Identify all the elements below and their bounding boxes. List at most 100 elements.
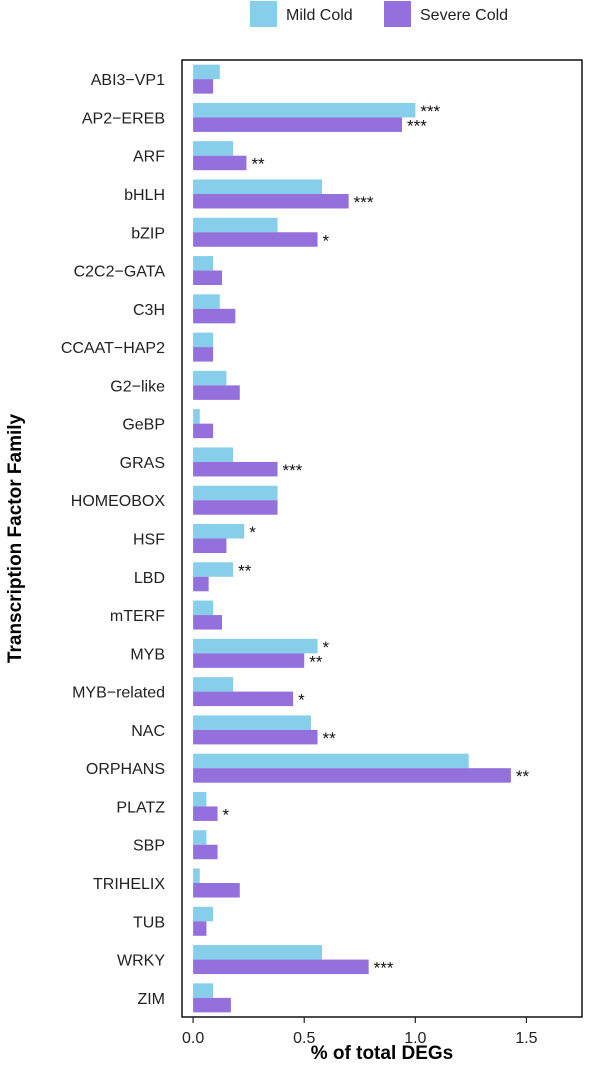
bar-mild-cold-zim: [193, 983, 214, 998]
legend-label-mild-cold: Mild Cold: [286, 7, 353, 24]
bar-severe-cold-gebp: [193, 423, 214, 439]
category-label-arf: ARF: [133, 149, 165, 166]
significance-layer: ******************************: [223, 102, 530, 978]
bar-severe-cold-tub: [193, 921, 207, 936]
bar-mild-cold-nac: [193, 715, 311, 730]
bar-mild-cold-hsf: [193, 524, 245, 539]
category-label-abi3-vp1: ABI3−VP1: [91, 72, 165, 89]
bar-mild-cold-tub: [193, 906, 214, 922]
category-label-orphans: ORPHANS: [86, 761, 165, 778]
significance-severe-cold-arf: **: [251, 155, 265, 174]
y-axis-categories: ABI3−VP1 AP2−EREB ARF bHLH bZIP C2C2−GATA C3H C…: [61, 72, 166, 1008]
category-label-bhlh: bHLH: [124, 187, 165, 204]
category-label-platz: PLATZ: [116, 799, 165, 816]
bar-severe-cold-abi3-vp1: [193, 79, 214, 94]
significance-severe-cold-ap2-ereb: ***: [407, 116, 427, 135]
bar-severe-cold-gras: [193, 461, 278, 477]
bar-severe-cold-bzip: [193, 232, 318, 247]
category-label-g2-like: G2−like: [110, 378, 165, 395]
bar-severe-cold-g2-like: [193, 385, 240, 400]
significance-severe-cold-myb-related: *: [298, 691, 305, 710]
category-label-wrky: WRKY: [117, 953, 165, 970]
category-label-c3h: C3H: [133, 302, 165, 319]
bar-severe-cold-myb-related: [193, 691, 294, 707]
bars-layer: [193, 64, 511, 1013]
significance-severe-cold-wrky: ***: [374, 959, 394, 978]
legend-swatch-severe-cold: [384, 1, 411, 27]
x-axis-ticks: 0.0 0.5 1.0 1.5: [182, 1017, 538, 1047]
bar-severe-cold-nac: [193, 729, 318, 745]
category-label-bzip: bZIP: [131, 225, 165, 242]
x-axis-title: % of total DEGs: [311, 1043, 454, 1064]
y-axis-title: Transcription Factor Family: [5, 413, 26, 663]
bar-mild-cold-myb: [193, 638, 318, 654]
category-label-mterf: mTERF: [110, 608, 165, 625]
category-label-tub: TUB: [133, 914, 165, 931]
bar-mild-cold-orphans: [193, 753, 469, 769]
bar-severe-cold-arf: [193, 155, 247, 171]
significance-mild-cold-lbd: **: [238, 561, 252, 580]
bar-severe-cold-c2c2-gata: [193, 270, 222, 286]
significance-severe-cold-bzip: *: [323, 231, 330, 250]
bar-mild-cold-lbd: [193, 562, 234, 577]
bar-severe-cold-sbp: [193, 844, 218, 860]
bar-mild-cold-trihelix: [193, 868, 200, 884]
bar-mild-cold-gebp: [193, 409, 200, 424]
bar-severe-cold-zim: [193, 997, 231, 1013]
legend-swatch-mild-cold: [250, 1, 277, 27]
bar-severe-cold-bhlh: [193, 193, 349, 209]
bar-mild-cold-abi3-vp1: [193, 64, 220, 80]
category-label-hsf: HSF: [133, 532, 165, 549]
bar-mild-cold-ccaat-hap2: [193, 332, 214, 348]
category-label-nac: NAC: [131, 723, 165, 740]
x-tick-label-0: 0.0: [182, 1030, 204, 1047]
bar-severe-cold-homeobox: [193, 500, 278, 515]
x-tick-label-3: 1.5: [515, 1030, 537, 1047]
bar-mild-cold-bzip: [193, 217, 278, 233]
bar-mild-cold-mterf: [193, 600, 214, 616]
bar-severe-cold-trihelix: [193, 883, 240, 898]
category-label-lbd: LBD: [134, 570, 165, 587]
significance-severe-cold-platz: *: [223, 805, 230, 824]
bar-mild-cold-bhlh: [193, 179, 322, 194]
bar-mild-cold-myb-related: [193, 677, 234, 692]
category-label-myb-related: MYB−related: [72, 685, 165, 702]
x-tick-label-2: 1.0: [404, 1030, 426, 1047]
significance-severe-cold-nac: **: [323, 729, 337, 748]
category-label-zim: ZIM: [137, 991, 165, 1008]
bar-mild-cold-homeobox: [193, 485, 278, 501]
legend-label-severe-cold: Severe Cold: [420, 7, 508, 24]
bar-mild-cold-wrky: [193, 945, 322, 960]
significance-severe-cold-myb: **: [309, 652, 323, 671]
significance-mild-cold-ap2-ereb: ***: [420, 102, 440, 121]
significance-severe-cold-bhlh: ***: [354, 193, 374, 212]
bar-mild-cold-arf: [193, 141, 234, 156]
category-label-homeobox: HOMEOBOX: [71, 493, 166, 510]
category-label-ccaat-hap2: CCAAT−HAP2: [61, 340, 165, 357]
significance-severe-cold-orphans: **: [516, 767, 530, 786]
x-tick-label-1: 0.5: [293, 1030, 315, 1047]
bar-severe-cold-platz: [193, 806, 218, 821]
bar-severe-cold-wrky: [193, 959, 369, 975]
significance-severe-cold-gras: ***: [283, 461, 303, 480]
category-label-gras: GRAS: [120, 455, 165, 472]
significance-mild-cold-hsf: *: [249, 523, 256, 542]
category-label-ap2-ereb: AP2−EREB: [82, 110, 165, 127]
bar-severe-cold-myb: [193, 653, 305, 668]
significance-mild-cold-myb: *: [323, 638, 330, 657]
legend: Mild Cold Severe Cold: [250, 1, 508, 27]
bar-mild-cold-ap2-ereb: [193, 102, 416, 118]
category-label-sbp: SBP: [133, 838, 165, 855]
bar-severe-cold-orphans: [193, 768, 511, 783]
bar-mild-cold-platz: [193, 791, 207, 807]
bar-severe-cold-ccaat-hap2: [193, 347, 214, 362]
bar-mild-cold-c2c2-gata: [193, 256, 214, 271]
bar-mild-cold-g2-like: [193, 370, 227, 386]
plot-panel: [181, 59, 583, 1018]
bar-mild-cold-gras: [193, 447, 234, 462]
category-label-myb: MYB: [130, 646, 165, 663]
bar-severe-cold-hsf: [193, 538, 227, 553]
category-label-c2c2-gata: C2C2−GATA: [74, 264, 166, 281]
bar-severe-cold-ap2-ereb: [193, 117, 402, 132]
bar-severe-cold-c3h: [193, 308, 236, 324]
